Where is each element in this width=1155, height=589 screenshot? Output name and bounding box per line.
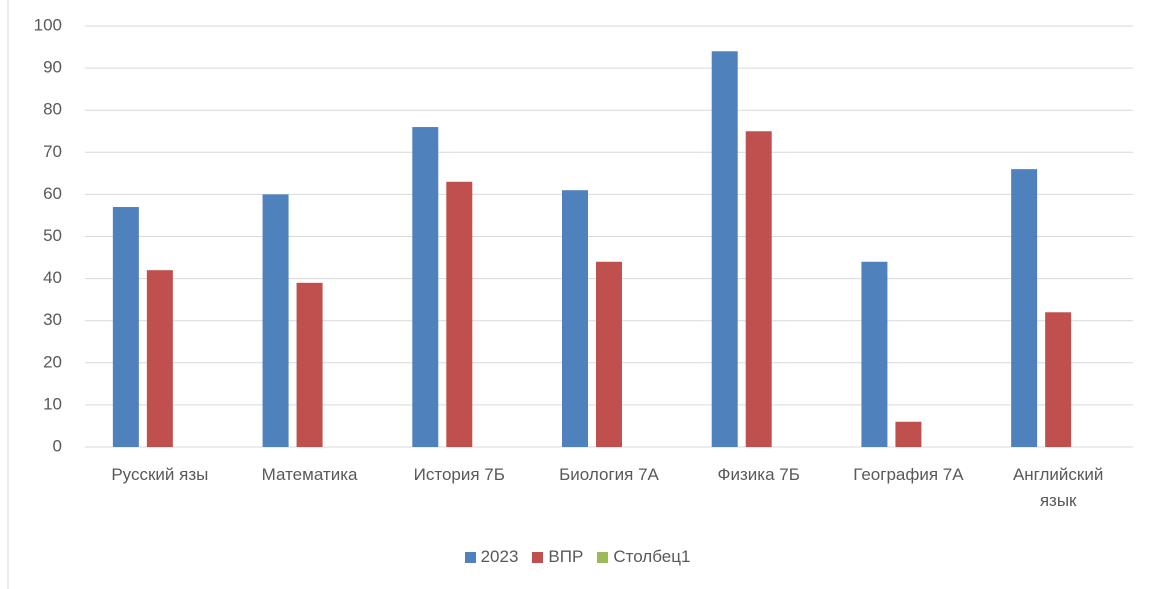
y-tick-label: 100 [34,15,62,34]
x-tick-label: Математика [261,465,358,484]
legend-label: Столбец1 [613,547,691,566]
y-tick-label: 80 [43,100,62,119]
bar [296,282,323,447]
legend-item: ВПР [532,547,583,567]
x-tick-label: География 7А [853,465,964,484]
bar [861,261,888,447]
y-tick-label: 20 [43,352,62,371]
legend-swatch [464,551,476,563]
y-tick-label: 50 [43,226,62,245]
bar [1011,169,1038,447]
y-tick-label: 0 [53,436,62,455]
legend-item: Столбец1 [597,547,690,567]
legend-swatch [597,551,609,563]
bar [711,51,738,447]
bar [1045,312,1072,447]
y-tick-label: 70 [43,142,62,161]
x-tick-label: Биология 7А [559,465,659,484]
bar [146,270,173,447]
bar [745,131,772,447]
legend: 2023 ВПР Столбец1 [0,547,1155,567]
legend-swatch [532,551,544,563]
legend-label: ВПР [548,547,584,566]
x-tick-label: История 7Б [413,465,505,484]
y-tick-label: 40 [43,268,62,287]
y-tick-label: 10 [43,394,62,413]
bar [596,261,622,447]
legend-label: 2023 [480,547,519,566]
y-tick-label: 60 [43,184,62,203]
x-tick-label: Русский язы [111,465,209,484]
bar [562,190,588,447]
x-tick-label: Английский язык [1012,465,1104,510]
y-tick-label: 30 [43,310,62,329]
bar [895,421,922,447]
bar [446,181,473,447]
bar [112,207,139,447]
bar [412,127,439,447]
legend-item: 2023 [464,547,519,567]
x-tick-label: Физика 7Б [717,465,800,484]
y-tick-label: 90 [43,58,62,77]
bar [262,194,289,447]
